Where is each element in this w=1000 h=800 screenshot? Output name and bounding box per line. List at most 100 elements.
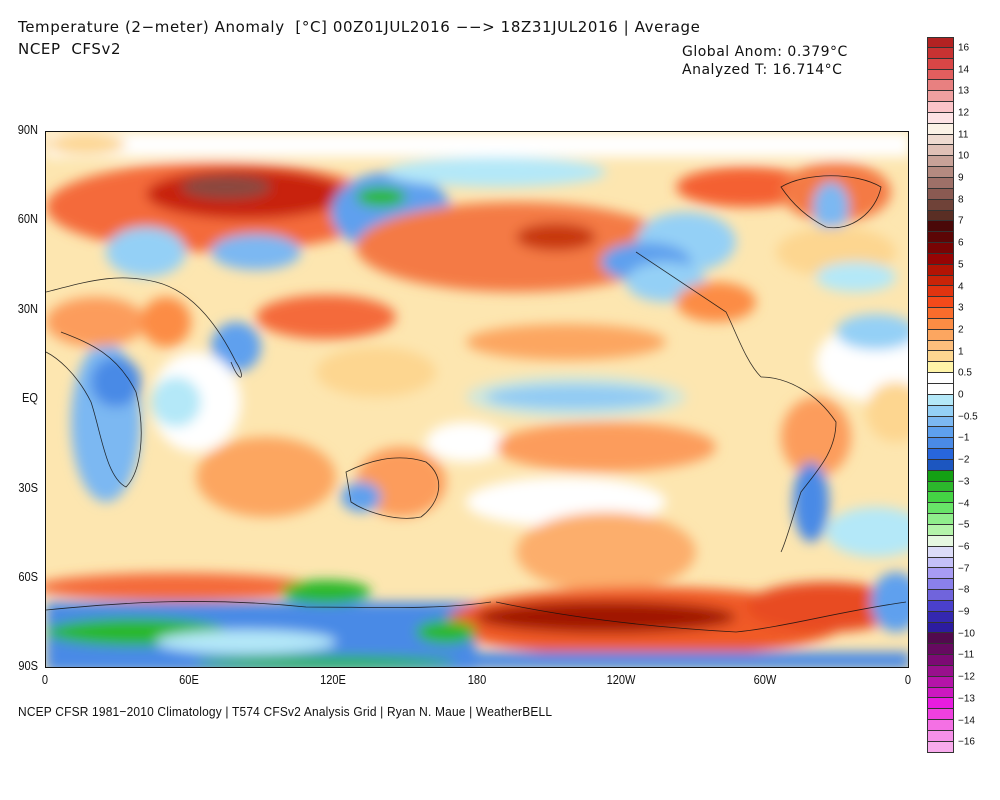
color-legend	[927, 37, 954, 753]
legend-label: 16	[958, 42, 970, 54]
legend-swatch	[927, 676, 954, 688]
legend-swatch	[927, 297, 954, 309]
legend-swatch	[927, 275, 954, 287]
legend-swatch	[927, 427, 954, 439]
legend-label: −4	[958, 498, 970, 510]
legend-swatch	[927, 655, 954, 666]
legend-label: 8	[958, 194, 964, 206]
legend-swatch	[927, 405, 954, 417]
legend-label: 12	[958, 107, 970, 119]
legend-label: 14	[958, 64, 970, 76]
legend-swatch	[927, 156, 954, 168]
legend-label: −2	[958, 454, 970, 466]
legend-swatch	[927, 698, 954, 710]
legend-swatch	[927, 644, 954, 656]
legend-swatch	[927, 492, 954, 504]
legend-swatch	[927, 568, 954, 580]
legend-swatch	[927, 253, 954, 265]
legend-swatch	[927, 394, 954, 406]
legend-swatch	[927, 286, 954, 298]
legend-label: 10	[958, 150, 970, 162]
legend-label: −11	[958, 649, 975, 661]
legend-swatch	[927, 449, 954, 460]
legend-swatch	[927, 102, 954, 113]
legend-swatch	[927, 362, 954, 374]
legend-label: 6	[958, 237, 964, 249]
legend-swatch	[927, 546, 954, 558]
y-label-30s: 30S	[18, 480, 38, 495]
legend-swatch	[927, 232, 954, 244]
legend-swatch	[927, 503, 954, 515]
legend-swatch	[927, 687, 954, 699]
legend-swatch	[927, 600, 954, 612]
legend-swatch	[927, 622, 954, 634]
legend-swatch	[927, 80, 954, 92]
legend-label: −5	[958, 519, 970, 531]
legend-label: 2	[958, 324, 964, 336]
legend-swatch	[927, 329, 954, 341]
legend-swatch	[927, 243, 954, 254]
legend-swatch	[927, 210, 954, 222]
legend-swatch	[927, 308, 954, 319]
y-label-eq: EQ	[22, 390, 38, 405]
legend-label: −14	[958, 715, 975, 727]
legend-swatch	[927, 91, 954, 103]
legend-swatch	[927, 145, 954, 157]
y-label-90n: 90N	[17, 122, 38, 137]
anomaly-field	[46, 132, 908, 667]
legend-swatch	[927, 188, 954, 200]
legend-label: −0.5	[958, 411, 978, 423]
legend-label: −8	[958, 584, 970, 596]
legend-swatch	[927, 264, 954, 276]
legend-swatch	[927, 221, 954, 233]
legend-label: 13	[958, 85, 970, 97]
x-label-0-end: 0	[904, 672, 912, 687]
map-title: Temperature (2−meter) Anomaly [°C] 00Z01…	[18, 18, 701, 36]
legend-swatch	[927, 611, 954, 623]
legend-swatch	[927, 720, 954, 731]
legend-label: −7	[958, 563, 970, 575]
legend-swatch	[927, 37, 954, 48]
legend-label: 0.5	[958, 367, 972, 379]
legend-swatch	[927, 470, 954, 482]
legend-label: −1	[958, 432, 970, 444]
x-label-0: 0	[41, 672, 49, 687]
legend-label: 3	[958, 302, 964, 314]
legend-swatch	[927, 167, 954, 178]
legend-swatch	[927, 384, 954, 395]
legend-swatch	[927, 481, 954, 493]
legend-swatch	[927, 524, 954, 536]
y-label-30n: 30N	[17, 301, 38, 316]
legend-label: −6	[958, 541, 970, 553]
legend-swatch	[927, 741, 954, 753]
analyzed-temperature-value: Analyzed T: 16.714°C	[682, 62, 843, 78]
legend-swatch	[927, 58, 954, 70]
legend-swatch	[927, 459, 954, 471]
legend-label: −10	[958, 628, 975, 640]
temperature-anomaly-map	[45, 131, 909, 668]
legend-swatch	[927, 340, 954, 352]
legend-label: 11	[958, 129, 969, 141]
legend-label: 0	[958, 389, 964, 401]
legend-swatch	[927, 351, 954, 363]
source-credit: NCEP CFSR 1981−2010 Climatology | T574 C…	[18, 704, 553, 719]
legend-label: 1	[958, 346, 964, 358]
legend-swatch	[927, 177, 954, 189]
legend-label: 9	[958, 172, 964, 184]
legend-swatch	[927, 69, 954, 81]
x-label-120w: 120W	[606, 672, 636, 687]
y-label-90s: 90S	[18, 658, 38, 673]
x-label-60e: 60E	[179, 672, 199, 687]
legend-swatch	[927, 731, 954, 742]
legend-swatch	[927, 579, 954, 591]
y-label-60n: 60N	[17, 211, 38, 226]
legend-label: −16	[958, 736, 975, 748]
legend-swatch	[927, 373, 954, 384]
legend-swatch	[927, 535, 954, 547]
x-label-180: 180	[467, 672, 487, 687]
legend-swatch	[927, 633, 954, 645]
legend-swatch	[927, 318, 954, 330]
legend-swatch	[927, 665, 954, 677]
legend-swatch	[927, 47, 954, 59]
legend-label: 5	[958, 259, 964, 271]
